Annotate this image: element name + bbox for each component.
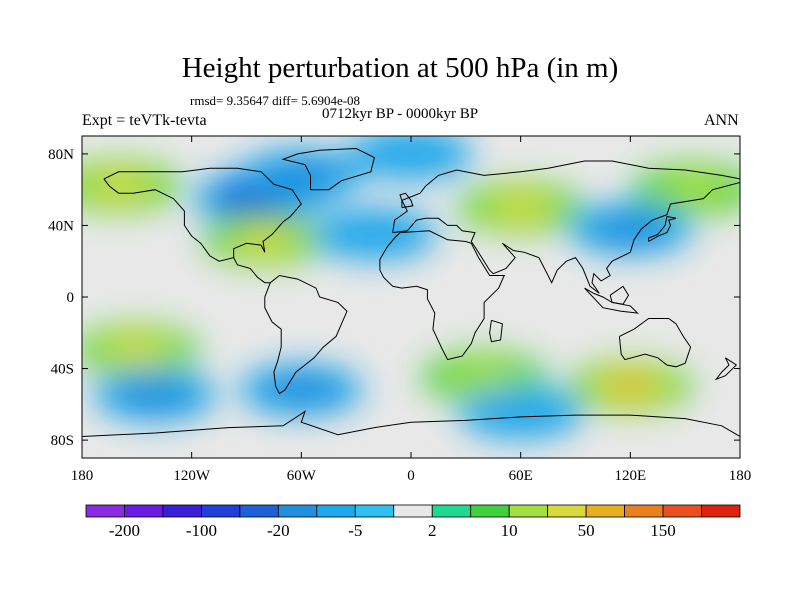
anomaly-region-6-level-2: [656, 173, 733, 206]
colorbar-swatch: [431, 504, 472, 518]
lat-tick-label: 40S: [51, 362, 74, 378]
colorbar-swatch: [508, 504, 549, 518]
anomaly-region-3-level-3: [493, 196, 549, 220]
colorbar-swatch: [662, 504, 702, 518]
lon-tick-label: 180: [71, 468, 94, 484]
chart-title: Height perturbation at 500 hPa (in m): [181, 52, 619, 84]
season-label: ANN: [704, 112, 739, 129]
colorbar-label: -5: [348, 521, 362, 540]
lon-tick-label: 60E: [509, 468, 533, 484]
coast-eurasia: [392, 160, 740, 233]
anomaly-region-7-level-2: [592, 213, 669, 246]
colorbar-label: -20: [267, 521, 290, 540]
colorbar-swatch: [316, 504, 356, 518]
colorbar-label: 10: [501, 521, 518, 540]
anomaly-region-9-level-2: [263, 374, 340, 407]
coast-australia: [618, 318, 692, 368]
colorbar-swatch: [585, 504, 625, 518]
colorbar-swatch: [124, 504, 164, 518]
coast-north-america: [103, 167, 302, 262]
colorbar-swatch: [547, 504, 587, 518]
coast-south-america: [264, 274, 348, 395]
lat-tick-label: 0: [67, 290, 75, 306]
lon-tick-label: 120E: [614, 468, 646, 484]
colorbar-swatch: [239, 504, 279, 518]
lon-tick-label: 180: [729, 468, 752, 484]
coast-borneo: [609, 285, 630, 305]
coast-britain: [399, 192, 414, 209]
colorbar-swatch: [354, 504, 395, 518]
lon-tick-label: 60W: [287, 468, 317, 484]
anomaly-region-11-level-2: [116, 379, 194, 412]
colorbar-swatch: [201, 504, 241, 518]
statistics-label: rmsd= 9.35647 diff= 5.6904e-08: [190, 93, 361, 108]
colorbar-swatch: [470, 504, 510, 518]
colorbar-label: 2: [428, 521, 437, 540]
anomaly-region-12-level-4: [608, 377, 652, 396]
anomaly-region-14-level-1: [458, 387, 583, 440]
colorbar-label: -100: [186, 521, 217, 540]
experiment-label: Expt = teVTk-tevta: [82, 112, 207, 129]
colorbar-swatch: [162, 504, 202, 518]
anomaly-region-5-level-3: [91, 174, 147, 198]
lat-tick-label: 80S: [51, 433, 74, 449]
lon-tick-label: 0: [407, 468, 415, 484]
coast-madagascar: [489, 319, 503, 343]
coast-antarctica: [82, 410, 740, 437]
anomaly-region-8-level-1: [312, 208, 437, 261]
colorbar-label: 150: [650, 521, 676, 540]
period-label: 0712kyr BP - 0000kyr BP: [322, 106, 479, 122]
coast-new-zealand: [714, 357, 738, 381]
map-area: [82, 136, 740, 458]
lon-tick-label: 120W: [173, 468, 211, 484]
colorbar-swatch: [85, 504, 125, 518]
anomaly-region-10-level-3: [109, 339, 165, 363]
coast-greenland: [281, 147, 375, 191]
colorbar-swatch: [393, 504, 433, 518]
colorbar-swatch: [277, 504, 318, 518]
lat-tick-label: 80N: [48, 147, 74, 163]
anomaly-region-13-level-2: [445, 361, 523, 394]
colorbar-label: 50: [578, 521, 595, 540]
coast-japan: [648, 215, 677, 242]
coast-asia-east: [392, 182, 740, 294]
anomaly-region-15-level-1: [349, 136, 473, 180]
lat-tick-label: 40N: [48, 218, 74, 234]
colorbar-label: -200: [109, 521, 140, 540]
colorbar-swatch: [624, 504, 664, 518]
coast-central-america: [233, 257, 271, 284]
coast-indonesia: [584, 287, 639, 314]
coast-africa: [379, 230, 505, 361]
colorbar-swatch: [701, 504, 741, 518]
anomaly-region-2-level-2: [263, 159, 340, 192]
